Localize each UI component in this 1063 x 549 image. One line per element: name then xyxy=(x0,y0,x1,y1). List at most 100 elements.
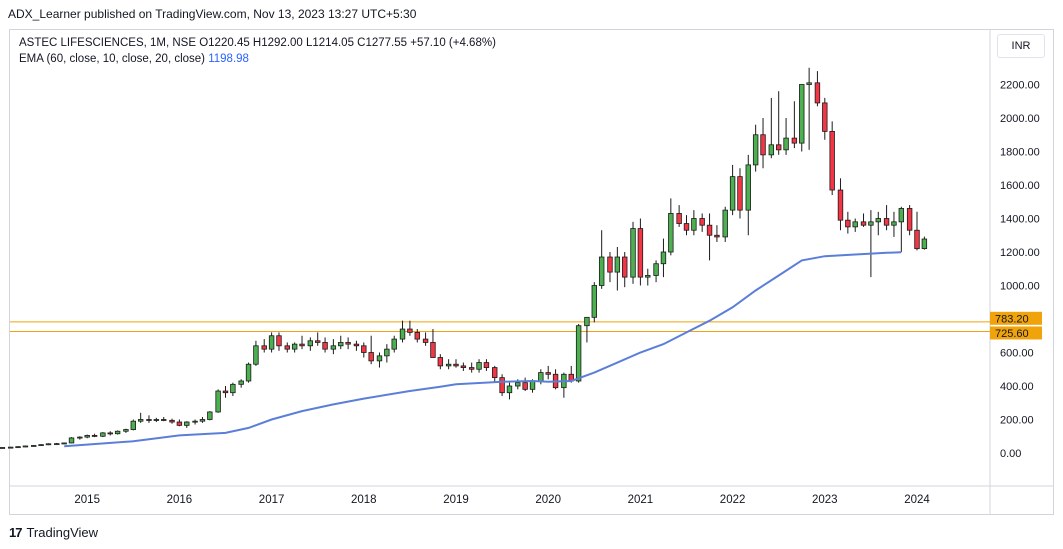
legend-symbol-row: ASTEC LIFESCIENCES, 1M, NSE O1220.45 H12… xyxy=(19,35,496,51)
candle-body xyxy=(276,335,282,347)
candle-body xyxy=(829,130,835,191)
candle-body xyxy=(607,256,613,273)
candle-body xyxy=(45,443,52,446)
candle-body xyxy=(783,137,789,151)
chart-frame[interactable] xyxy=(9,29,1054,515)
candle-body xyxy=(15,446,21,449)
candle-body xyxy=(468,367,475,370)
candle-body xyxy=(614,256,621,273)
candle-body xyxy=(31,445,37,447)
x-tick-label: 2022 xyxy=(720,494,746,506)
y-tick-label: 400.00 xyxy=(1000,381,1034,393)
candle-body xyxy=(368,352,374,362)
chart-legend: ASTEC LIFESCIENCES, 1M, NSE O1220.45 H12… xyxy=(19,35,496,67)
candle-body xyxy=(906,208,913,231)
x-tick-label: 2019 xyxy=(443,494,469,506)
candle-body xyxy=(545,372,551,375)
candle-body xyxy=(22,445,29,448)
candle-body xyxy=(399,328,406,340)
x-tick-label: 2015 xyxy=(74,494,100,506)
candle-body xyxy=(153,419,160,421)
tradingview-brand[interactable]: TradingView xyxy=(26,524,99,540)
legend-ohlc: O1220.45 H1292.00 L1214.05 C1277.55 +57.… xyxy=(199,37,496,49)
candle-body xyxy=(852,221,858,228)
y-tick-label: 1400.00 xyxy=(1000,214,1040,226)
candle-body xyxy=(100,432,106,437)
candle-body xyxy=(245,363,252,382)
candle-body xyxy=(414,331,420,340)
candle-body xyxy=(622,256,628,278)
candle-body xyxy=(575,325,582,382)
candle-body xyxy=(799,84,805,144)
candle-body xyxy=(591,285,597,318)
candle-body xyxy=(137,419,144,422)
candle-body xyxy=(538,372,544,382)
legend-ema-row: EMA (60, close, 10, close, 20, close) 11… xyxy=(19,51,496,67)
ema-line xyxy=(64,251,902,448)
candle-body xyxy=(61,442,67,445)
legend-ema-value: 1198.98 xyxy=(208,53,249,65)
candle-body xyxy=(914,229,920,250)
candle-body xyxy=(768,144,775,156)
candle-body xyxy=(330,345,337,350)
y-tick-label: 200.00 xyxy=(1000,415,1034,427)
candle-body xyxy=(637,228,644,278)
candle-body xyxy=(38,444,44,447)
candle-body xyxy=(199,419,206,422)
candle-body xyxy=(722,209,728,238)
x-tick-label: 2024 xyxy=(904,494,930,506)
candle-body xyxy=(806,82,812,85)
candle-body xyxy=(630,228,636,278)
legend-ema-label[interactable]: EMA (60, close, 10, close, 20, close) xyxy=(19,53,206,65)
y-tick-label: 1800.00 xyxy=(1000,147,1040,159)
candle-body xyxy=(476,362,482,370)
candle-body xyxy=(207,411,213,420)
y-tick-label: 1000.00 xyxy=(1000,281,1040,293)
candle-body xyxy=(215,390,221,413)
candle-body xyxy=(598,256,605,286)
x-tick-label: 2023 xyxy=(812,494,838,506)
candle-body xyxy=(745,164,751,211)
y-tick-label: 1200.00 xyxy=(1000,247,1040,259)
candle-body xyxy=(868,221,874,226)
candle-body xyxy=(238,380,244,385)
candle-body xyxy=(291,343,298,350)
candle-body xyxy=(192,420,198,423)
candle-body xyxy=(307,340,314,347)
candle-body xyxy=(184,421,190,426)
published-caption: ADX_Learner published on TradingView.com… xyxy=(8,7,417,21)
candle-body xyxy=(791,137,798,144)
candle-body xyxy=(268,335,275,350)
candle-body xyxy=(860,221,867,226)
candle-body xyxy=(68,437,75,444)
candle-body xyxy=(837,189,844,221)
candle-body xyxy=(230,383,236,394)
level-price-label: 783.20 xyxy=(995,313,1029,325)
candle-body xyxy=(169,419,175,423)
candle-body xyxy=(130,420,136,430)
candle-body xyxy=(7,446,14,449)
candle-body xyxy=(460,365,467,368)
candle-body xyxy=(114,430,121,435)
candle-body xyxy=(691,218,697,231)
y-tick-label: 2200.00 xyxy=(1000,80,1040,92)
candle-body xyxy=(706,224,713,236)
candle-body xyxy=(676,213,682,224)
candle-body xyxy=(422,338,429,343)
candle-body xyxy=(161,419,167,421)
candle-body xyxy=(376,355,383,362)
candle-body xyxy=(299,343,305,347)
candle-body xyxy=(699,218,705,226)
candle-body xyxy=(345,342,351,345)
candle-body xyxy=(146,419,152,421)
legend-symbol[interactable]: ASTEC LIFESCIENCES, 1M, NSE xyxy=(19,37,197,49)
candle-body xyxy=(752,134,759,166)
candle-body xyxy=(814,82,821,104)
tradingview-logo-icon[interactable]: 17 xyxy=(9,524,23,540)
currency-button[interactable]: INR xyxy=(997,34,1045,58)
y-tick-label: 600.00 xyxy=(1000,348,1034,360)
candle-body xyxy=(445,363,452,367)
candle-body xyxy=(522,382,528,390)
candle-body xyxy=(453,363,459,367)
